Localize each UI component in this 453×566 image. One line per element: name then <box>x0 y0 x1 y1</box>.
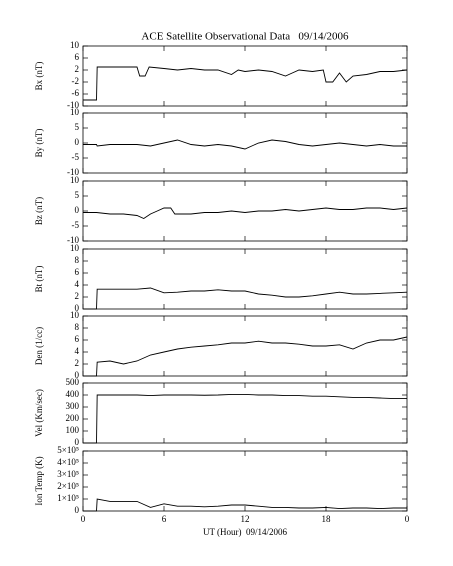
x-axis-label: UT (Hour) 09/14/2006 <box>203 527 288 537</box>
y-tick-label: 0 <box>75 303 80 313</box>
x-tick-label: 0 <box>81 514 86 524</box>
y-tick-label: 4 <box>75 346 80 356</box>
data-line <box>83 498 407 512</box>
y-tick-label: 4 <box>75 279 80 289</box>
data-line <box>83 139 407 150</box>
data-line <box>83 393 407 444</box>
y-tick-label: 2×10⁵ <box>57 481 79 491</box>
y-tick-label: 5 <box>75 190 80 200</box>
y-tick-label: -5 <box>72 152 80 162</box>
y-tick-label: 5×10⁵ <box>57 445 79 455</box>
y-tick-label: 5 <box>75 122 80 132</box>
data-line <box>83 336 408 377</box>
y-tick-label: 10 <box>70 40 80 50</box>
y-tick-label: -5 <box>72 220 80 230</box>
y-axis-label: Ion Temp (K) <box>34 456 44 505</box>
x-tick-label: 6 <box>162 514 167 524</box>
y-tick-label: 6 <box>75 52 80 62</box>
y-tick-label: 200 <box>66 413 80 423</box>
data-line <box>83 207 408 220</box>
y-tick-label: 300 <box>66 401 80 411</box>
y-tick-label: 0 <box>75 205 80 215</box>
y-tick-label: 2 <box>75 64 80 74</box>
y-axis-label: Den (1/cc) <box>34 327 44 365</box>
y-tick-label: 0 <box>75 505 80 515</box>
y-tick-label: 4×10⁵ <box>57 457 79 467</box>
y-axis-label: By (nT) <box>34 129 44 158</box>
x-tick-label: 12 <box>241 514 250 524</box>
y-tick-label: 10 <box>70 243 80 253</box>
y-axis-label: Bx (nT) <box>34 62 44 91</box>
y-tick-label: 3×10⁵ <box>57 469 79 479</box>
y-tick-label: -6 <box>72 88 80 98</box>
y-tick-label: 2 <box>75 358 80 368</box>
y-tick-label: 0 <box>75 370 80 380</box>
y-tick-label: 8 <box>75 322 80 332</box>
y-tick-label: 10 <box>70 107 80 117</box>
chart-title: ACE Satellite Observational Data 09/14/2… <box>141 31 349 43</box>
y-tick-label: 10 <box>70 175 80 185</box>
data-line <box>83 287 408 310</box>
y-tick-label: 2 <box>75 291 80 301</box>
y-tick-label: 1×10⁵ <box>57 493 79 503</box>
data-line <box>83 66 408 101</box>
y-tick-label: 8 <box>75 255 80 265</box>
y-tick-label: 500 <box>66 377 80 387</box>
y-axis-label: Bt (nT) <box>34 266 44 293</box>
y-axis-label: Vel (Km/sec) <box>34 389 44 437</box>
y-tick-label: -10 <box>67 167 79 177</box>
y-tick-label: 0 <box>75 437 80 447</box>
y-tick-label: 6 <box>75 334 80 344</box>
y-tick-label: -2 <box>72 76 80 86</box>
y-tick-label: -10 <box>67 235 79 245</box>
y-axis-label: Bz (nT) <box>34 197 44 225</box>
x-tick-label: 18 <box>322 514 332 524</box>
y-tick-label: 0 <box>75 137 80 147</box>
y-tick-label: -10 <box>67 100 79 110</box>
x-tick-label: 0 <box>405 514 410 524</box>
y-tick-label: 6 <box>75 267 80 277</box>
y-tick-label: 400 <box>66 389 80 399</box>
y-tick-label: 10 <box>70 310 80 320</box>
y-tick-label: 100 <box>66 425 80 435</box>
